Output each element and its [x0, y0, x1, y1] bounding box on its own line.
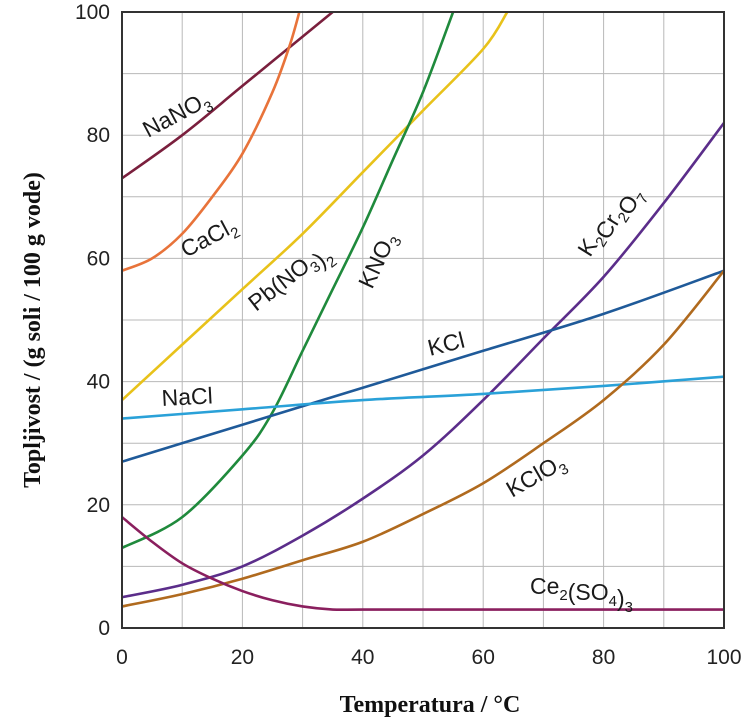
y-tick-label: 40 — [87, 371, 110, 394]
y-tick-label: 20 — [87, 494, 110, 517]
series-label-kcl: KCl — [425, 327, 467, 361]
series-line-kclo3 — [122, 269, 724, 608]
plot-frame — [121, 11, 725, 629]
y-axis-title: Topljivost / (g soli / 100 g vode) — [20, 172, 46, 488]
series-label-ce2so43: Ce2(SO4)3 — [530, 573, 633, 616]
series-line-nano3 — [122, 12, 335, 180]
x-tick-label: 80 — [592, 646, 615, 669]
series-line-cacl2 — [122, 12, 301, 273]
x-tick-label: 0 — [116, 646, 128, 669]
y-tick-label: 0 — [98, 617, 110, 640]
series-label-k2cr2o7: K2Cr2O7 — [572, 177, 652, 270]
series-line-nacl — [122, 375, 724, 420]
y-tick-label: 60 — [87, 247, 110, 270]
series-line-k2cr2o7 — [122, 121, 724, 599]
grid — [122, 12, 724, 628]
series-label-pbno32: Pb(NO3)2 — [243, 237, 340, 324]
x-tick-label: 40 — [351, 646, 374, 669]
x-tick-label: 20 — [231, 646, 254, 669]
x-axis-title: Temperatura / °C — [340, 692, 521, 718]
series-line-pbno32 — [122, 12, 509, 402]
y-tick-labels: 0 20 40 60 80 100 — [75, 1, 110, 640]
series-line-kcl — [122, 269, 724, 463]
series-label-nacl: NaCl — [161, 382, 213, 411]
series-line-ce2so43 — [122, 515, 724, 612]
x-tick-labels: 0 20 40 60 80 100 — [116, 646, 741, 669]
y-tick-label: 100 — [75, 1, 110, 24]
series-line-kno3 — [122, 12, 455, 550]
x-tick-label: 60 — [472, 646, 495, 669]
curves — [122, 12, 724, 612]
series-label-kclo3: KClO3 — [502, 448, 572, 506]
series-label-kno3: KNO3 — [353, 228, 406, 294]
x-tick-label: 100 — [706, 646, 741, 669]
y-tick-label: 80 — [87, 124, 110, 147]
